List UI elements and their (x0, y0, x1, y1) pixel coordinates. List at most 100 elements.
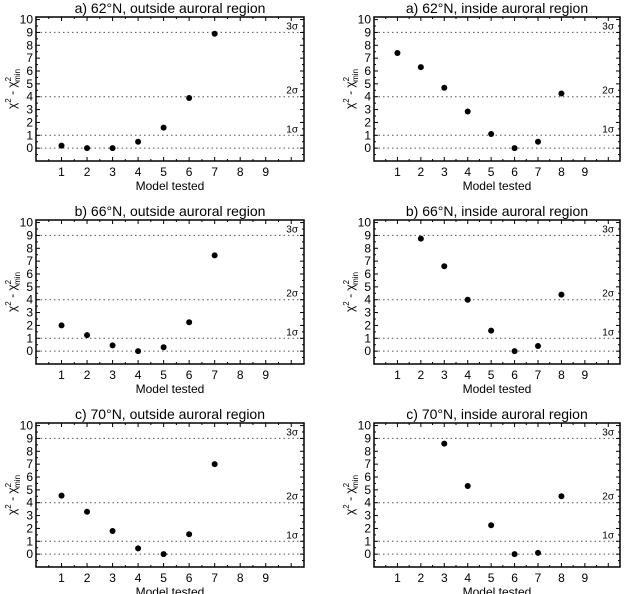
sigma-label: 3σ (286, 427, 299, 438)
y-tick-label: 10 (358, 419, 372, 433)
x-axis-label: Model tested (463, 382, 532, 396)
data-point (488, 327, 495, 334)
y-tick-label: 4 (26, 496, 33, 510)
y-tick-label: 9 (364, 25, 371, 39)
y-tick-label: 5 (26, 77, 33, 91)
x-tick-label: 9 (582, 165, 589, 179)
y-tick-label: 5 (26, 280, 33, 294)
y-tick-label: 7 (364, 457, 371, 471)
x-tick-label: 5 (160, 571, 167, 585)
sigma-label: 2σ (286, 289, 299, 300)
y-tick-label: 8 (26, 241, 33, 255)
sigma-label: 2σ (602, 492, 615, 503)
y-tick-label: 5 (26, 483, 33, 497)
x-tick-label: 3 (441, 368, 448, 382)
sigma-label: 3σ (286, 21, 299, 32)
data-point (84, 145, 91, 152)
x-tick-label: 5 (488, 368, 495, 382)
y-tick-label: 1 (26, 128, 33, 142)
y-tick-label: 8 (364, 444, 371, 458)
data-point (441, 84, 448, 91)
x-tick-label: 2 (84, 165, 91, 179)
y-tick-label: 4 (364, 293, 371, 307)
panel-title: a) 62°N, inside auroral region (406, 0, 588, 16)
x-tick-label: 9 (262, 165, 269, 179)
plot-frame (373, 219, 621, 365)
data-point (135, 545, 142, 552)
y-tick-label: 0 (364, 547, 371, 561)
x-tick-label: 6 (186, 571, 193, 585)
panel-title: c) 70°N, outside auroral region (75, 406, 265, 422)
sigma-label: 3σ (602, 427, 615, 438)
x-axis-label: Model tested (136, 382, 205, 396)
y-tick-label: 2 (364, 115, 371, 129)
data-point (58, 492, 65, 499)
y-tick-label: 1 (364, 331, 371, 345)
x-tick-label: 1 (394, 571, 401, 585)
x-tick-label: 8 (237, 571, 244, 585)
data-point (135, 138, 142, 145)
x-tick-label: 8 (558, 571, 565, 585)
data-point (84, 508, 91, 515)
x-tick-label: 4 (464, 165, 471, 179)
y-tick-label: 7 (364, 51, 371, 65)
y-tick-label: 3 (364, 509, 371, 523)
data-point (441, 263, 448, 270)
y-tick-label: 6 (26, 470, 33, 484)
x-axis-label: Model tested (136, 585, 205, 594)
y-tick-label: 10 (20, 13, 34, 27)
y-tick-label: 5 (364, 280, 371, 294)
data-point (109, 528, 116, 534)
y-tick-label: 10 (358, 216, 372, 230)
data-point (211, 461, 218, 468)
x-tick-label: 2 (418, 165, 425, 179)
y-tick-label: 0 (364, 344, 371, 358)
y-tick-label: 3 (26, 103, 33, 117)
data-point (511, 145, 518, 152)
y-tick-label: 9 (26, 228, 33, 242)
plot-frame (373, 422, 621, 568)
y-tick-label: 8 (26, 38, 33, 52)
data-point (417, 235, 424, 242)
y-axis-label: χ2 - χ2min (4, 69, 22, 109)
x-tick-label: 3 (441, 571, 448, 585)
y-tick-label: 9 (26, 25, 33, 39)
sigma-label: 2σ (602, 86, 615, 97)
data-point (160, 124, 167, 131)
data-point (186, 95, 193, 101)
x-tick-label: 6 (511, 571, 518, 585)
x-axis-label: Model tested (136, 179, 205, 193)
data-point (558, 90, 565, 97)
x-tick-label: 1 (394, 165, 401, 179)
y-tick-label: 3 (364, 306, 371, 320)
x-tick-label: 4 (464, 571, 471, 585)
data-point (160, 551, 167, 558)
x-tick-label: 3 (109, 571, 116, 585)
y-tick-label: 3 (364, 103, 371, 117)
x-tick-label: 2 (418, 571, 425, 585)
x-tick-label: 1 (394, 368, 401, 382)
panel-title: c) 70°N, inside auroral region (406, 406, 587, 422)
sigma-label: 1σ (286, 327, 299, 338)
x-tick-label: 4 (135, 165, 142, 179)
y-axis-label: χ2 - χ2min (342, 475, 360, 515)
y-tick-label: 6 (26, 267, 33, 281)
sigma-label: 1σ (602, 124, 615, 135)
y-tick-label: 0 (364, 141, 371, 155)
data-point (441, 440, 448, 447)
x-tick-label: 7 (211, 165, 218, 179)
y-axis-label: χ2 - χ2min (4, 475, 22, 515)
x-tick-label: 1 (58, 571, 65, 585)
data-point (186, 531, 193, 538)
y-tick-label: 9 (26, 431, 33, 445)
data-point (464, 108, 471, 115)
data-point (511, 348, 518, 355)
y-tick-label: 10 (358, 13, 372, 27)
data-point (558, 291, 565, 298)
data-point (535, 343, 541, 349)
plot-frame (373, 16, 621, 162)
plot-frame (35, 219, 305, 365)
